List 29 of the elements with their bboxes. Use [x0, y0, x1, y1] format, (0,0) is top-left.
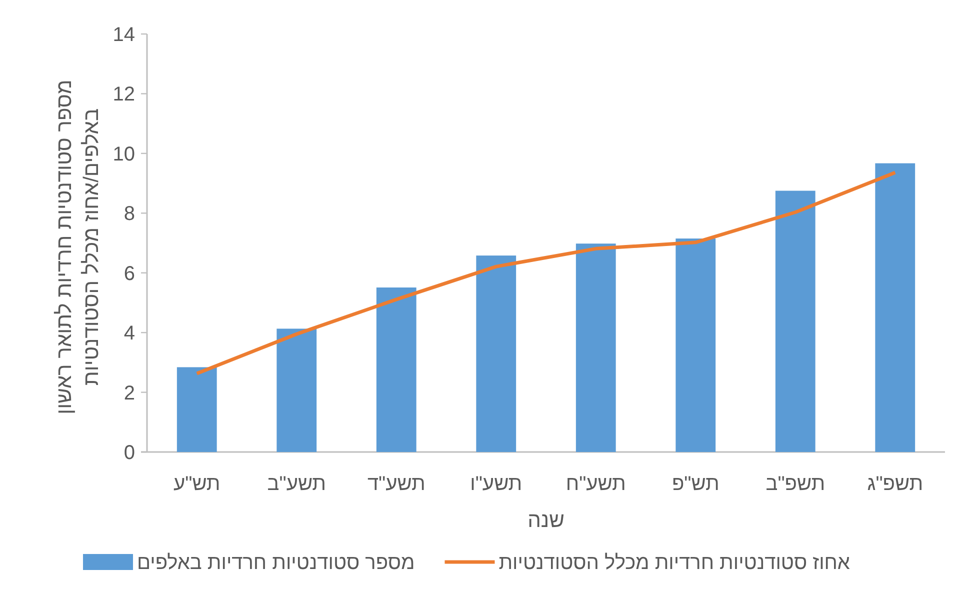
bar: [676, 238, 716, 452]
bar: [775, 190, 816, 452]
y-tick-label: 10: [112, 143, 135, 166]
y-tick-label: 4: [124, 322, 135, 345]
x-tick-label: תש"ע: [173, 473, 220, 495]
bar: [276, 328, 317, 452]
y-tick-label: 14: [112, 24, 135, 46]
legend: מספר סטודנטיות חרדיות באלפים אחוז סטודנטיות חרדיות מכלל הסטודנטיות: [83, 552, 850, 574]
legend-label: מספר סטודנטיות חרדיות באלפים: [137, 552, 415, 574]
bar: [875, 163, 916, 452]
x-tick-label: תשפ"ב: [766, 473, 826, 495]
bar: [376, 287, 416, 452]
y-tick-label: 2: [124, 382, 135, 404]
bar: [176, 367, 217, 452]
x-tick-label: תש"פ: [672, 473, 720, 495]
legend-label: אחוז סטודנטיות חרדיות מכלל הסטודנטיות: [498, 552, 850, 574]
y-tick-label: 12: [112, 84, 135, 106]
bar: [576, 244, 616, 452]
y-tick-label: 8: [124, 203, 135, 226]
x-tick-label: תשע"ד: [367, 473, 426, 495]
bar: [476, 256, 516, 452]
y-axis-title: מספר סטודנטיות חרדיות לתואר ראשון באלפים/אחוז מכלל הסטודנטיות: [52, 78, 104, 416]
x-tick-label: תשע"ב: [267, 473, 326, 495]
x-tick-label: תשפ"ג: [867, 473, 924, 495]
x-tick-label: תשע"ו: [470, 473, 522, 495]
y-tick-label: 0: [124, 442, 135, 464]
x-axis-title: שנה: [528, 509, 564, 532]
x-tick-label: תשע"ח: [566, 473, 626, 495]
y-tick-label: 6: [124, 262, 135, 285]
